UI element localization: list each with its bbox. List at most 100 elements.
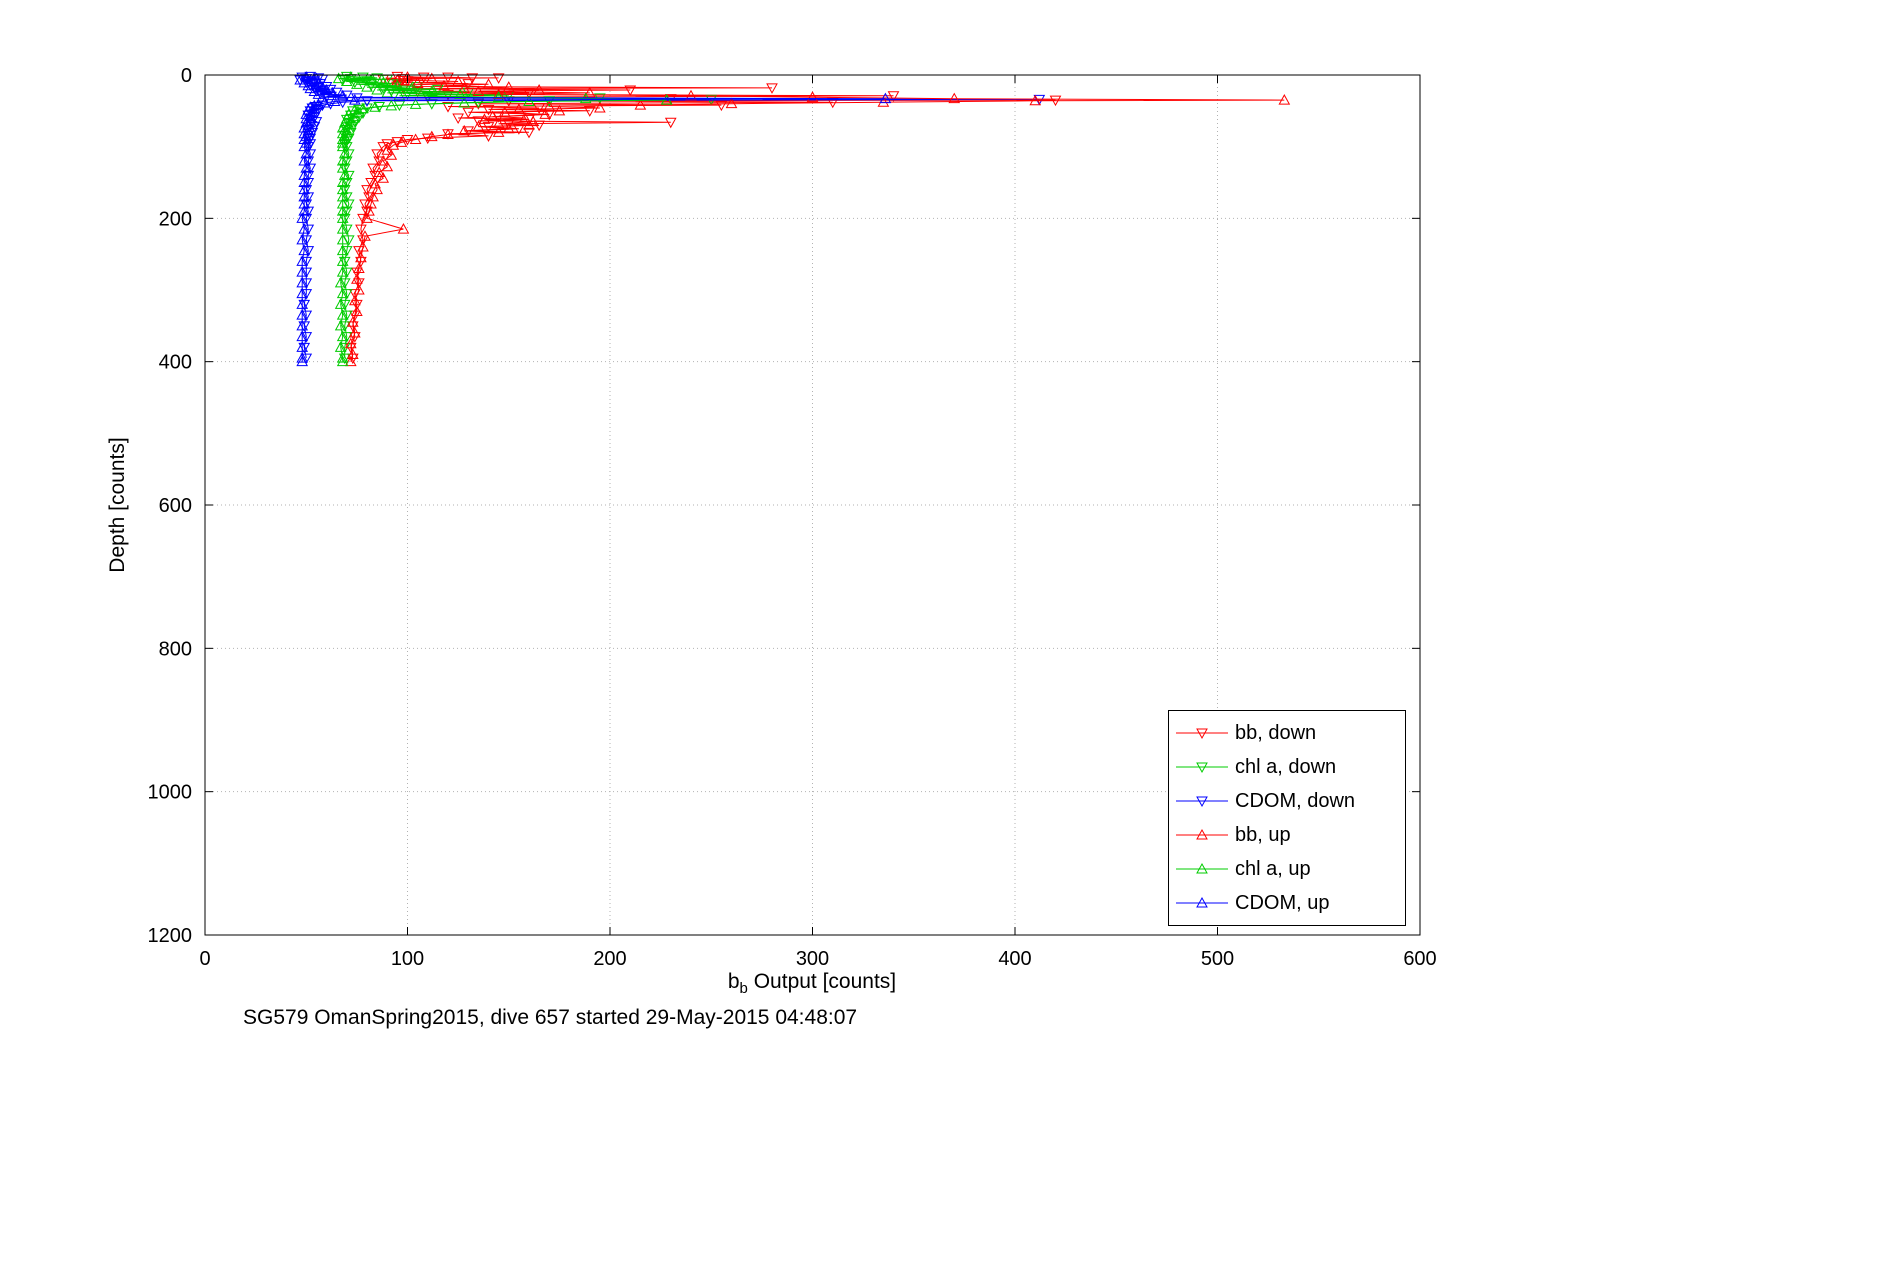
triangle-up-marker [492, 88, 505, 99]
triangle-down-marker [302, 246, 315, 257]
legend-sample [1169, 892, 1235, 914]
triangle-down-marker [320, 81, 333, 93]
triangle-up-marker [298, 122, 311, 133]
triangle-up-marker [411, 76, 424, 88]
triangle-up-marker [442, 128, 454, 139]
triangle-up-marker [344, 337, 357, 349]
triangle-up-icon [1176, 828, 1228, 840]
triangle-up-marker [363, 205, 375, 216]
legend-entry: bb, up [1169, 818, 1405, 852]
triangle-up-marker [296, 287, 309, 299]
triangle-up-marker [320, 84, 333, 95]
triangle-down-marker [357, 72, 369, 84]
triangle-up-marker [298, 176, 311, 187]
triangle-up-marker [725, 97, 738, 109]
triangle-up-icon [1176, 896, 1228, 908]
triangle-up-marker [523, 95, 535, 107]
triangle-down-marker [300, 332, 313, 343]
triangle-up-marker [336, 352, 349, 363]
triangle-down-marker [340, 246, 353, 257]
triangle-up-marker [349, 94, 361, 105]
triangle-up-marker [296, 266, 309, 277]
y-tick-label: 200 [159, 208, 192, 230]
tick-labels: 0 100 200 300 400 500 600 0 200 400 600 800 1000 1200 [148, 65, 1437, 970]
triangle-up-marker [296, 255, 309, 266]
triangle-up-marker [452, 75, 464, 86]
triangle-down-marker [300, 267, 313, 279]
triangle-up-marker [296, 352, 309, 363]
triangle-up-marker [336, 233, 349, 245]
x-tick-label: 100 [391, 948, 424, 970]
triangle-down-marker [300, 213, 313, 225]
legend-entry-label: CDOM, up [1235, 891, 1330, 914]
x-tick-label: 400 [998, 948, 1031, 970]
triangle-up-marker [543, 100, 556, 112]
y-axis-label: Depth [counts] [106, 437, 129, 573]
triangle-down-marker [523, 127, 535, 139]
triangle-up-marker [381, 144, 394, 155]
triangle-up-marker [492, 126, 505, 137]
triangle-down-marker [452, 113, 464, 125]
triangle-up-marker [519, 111, 531, 123]
triangle-down-marker [300, 256, 313, 268]
triangle-up-marker [312, 78, 325, 89]
triangle-up-marker [359, 230, 371, 241]
x-tick-label: 300 [796, 948, 829, 970]
triangle-up-marker [397, 223, 410, 234]
triangle-up-icon [1176, 862, 1228, 874]
triangle-up-marker [361, 81, 373, 92]
triangle-up-marker [336, 176, 349, 187]
triangle-up-marker [338, 169, 351, 180]
y-tick-label: 1200 [148, 925, 193, 947]
triangle-up-marker [298, 169, 311, 180]
triangle-down-marker [462, 107, 475, 119]
triangle-up-marker [458, 96, 471, 108]
triangle-down-marker [583, 106, 596, 117]
triangle-down-marker [442, 102, 454, 113]
triangle-up-marker [336, 330, 349, 342]
triangle-up-marker [478, 113, 491, 124]
triangle-down-marker [340, 310, 353, 322]
triangle-up-marker [513, 103, 525, 114]
triangle-down-marker [300, 278, 313, 289]
triangle-up-marker [391, 79, 404, 91]
triangle-up-marker [296, 355, 309, 367]
triangle-up-marker [298, 223, 311, 234]
triangle-down-marker [336, 75, 349, 87]
triangle-up-marker [879, 92, 892, 104]
triangle-up-marker [338, 147, 351, 159]
y-tick-label: 1000 [148, 782, 193, 804]
triangle-up-marker [371, 183, 383, 195]
triangle-up-marker [336, 205, 349, 216]
triangle-up-marker [302, 119, 315, 130]
x-axis-label-base: b [727, 970, 740, 993]
triangle-down-marker [482, 104, 495, 116]
y-tick-label: 800 [159, 638, 192, 660]
triangle-up-marker [298, 197, 311, 209]
triangle-up-marker [304, 82, 317, 94]
triangle-down-marker [340, 224, 353, 236]
triangle-up-marker [318, 96, 331, 108]
triangle-down-marker [361, 185, 373, 196]
triangle-down-marker [369, 170, 381, 182]
triangle-up-marker [438, 79, 450, 91]
triangle-up-marker [583, 86, 596, 98]
triangle-up-marker [336, 244, 349, 256]
triangle-up-marker [316, 81, 329, 92]
x-tick-label: 0 [199, 948, 210, 970]
triangle-up-marker [336, 309, 349, 320]
triangle-up-marker [405, 82, 418, 94]
triangle-up-marker [349, 294, 361, 306]
triangle-down-marker [355, 224, 367, 236]
triangle-up-marker [344, 71, 357, 82]
triangle-down-marker [715, 100, 728, 112]
triangle-up-marker [351, 305, 363, 316]
triangle-up-marker [334, 276, 347, 288]
series-bb-up [344, 71, 1291, 367]
triangle-down-marker [381, 139, 394, 150]
triangle-up-marker [486, 110, 499, 122]
triangle-up-marker [472, 85, 485, 96]
triangle-up-marker [296, 309, 309, 320]
triangle-up-marker [296, 330, 309, 342]
